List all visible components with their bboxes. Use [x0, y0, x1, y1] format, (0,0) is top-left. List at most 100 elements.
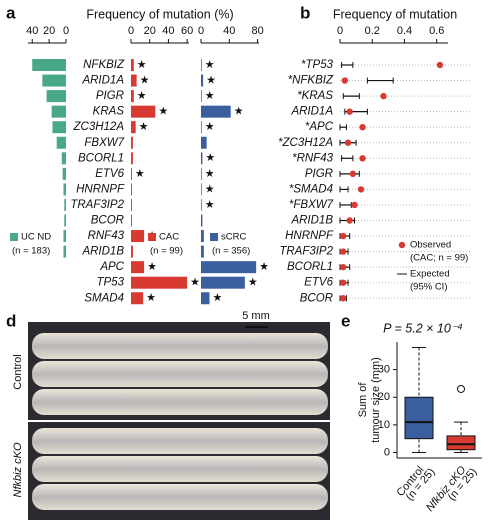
category-label: ZC3H12A: [73, 121, 125, 133]
legend-note: (CAC; n = 99): [410, 253, 468, 264]
bar: [201, 90, 202, 103]
significance-star: ★: [158, 106, 168, 118]
bar: [201, 214, 203, 227]
bar: [63, 183, 66, 196]
observed-dot: [357, 186, 365, 193]
bar: [201, 74, 204, 87]
bar: [56, 136, 66, 149]
bar: [46, 90, 66, 103]
bar: [131, 198, 132, 211]
x-tick-label: 40: [162, 25, 174, 37]
legend-note: (n = 356): [212, 246, 250, 257]
observed-dot: [346, 217, 353, 224]
category-label: TP53: [97, 277, 125, 289]
significance-star: ★: [190, 277, 200, 289]
category-label: BCOR: [91, 215, 124, 227]
category-label: *SMAD4: [289, 183, 333, 195]
box: [446, 435, 476, 451]
observed-dot: [340, 263, 347, 271]
bar: [201, 167, 202, 180]
significance-star: ★: [135, 168, 145, 180]
observed-dot: [344, 139, 352, 146]
observed-dot: [346, 108, 353, 115]
bar: [131, 245, 133, 258]
category-label: *KRAS: [297, 90, 333, 102]
x-tick-label: 80: [251, 25, 263, 37]
bar: [131, 121, 136, 134]
category-label: ETV6: [304, 277, 333, 289]
x-tick-label: 20: [144, 25, 156, 37]
bar: [63, 245, 66, 258]
category-label: FBXW7: [84, 137, 124, 149]
panel-label: e: [341, 311, 350, 330]
x-tick-label: 60: [181, 25, 193, 37]
legend-note: (95% CI): [410, 282, 447, 293]
intestine: [32, 389, 328, 415]
bar: [131, 152, 133, 165]
bar: [201, 105, 231, 118]
x-tick-label: 0: [128, 25, 134, 37]
category-label: APC: [99, 261, 124, 273]
observed-dot: [340, 279, 347, 286]
photo-row-label: Control: [12, 354, 24, 389]
significance-star: ★: [140, 74, 150, 86]
significance-star: ★: [205, 168, 215, 180]
significance-star: ★: [137, 90, 147, 102]
y-tick-label: 20: [378, 391, 390, 403]
significance-star: ★: [259, 261, 269, 273]
category-label: NFKBIZ: [83, 59, 125, 71]
category-label: TRAF3IP2: [279, 246, 333, 258]
y-axis-label: tumour size (mm): [370, 357, 382, 443]
x-tick-label: 0.2: [365, 25, 380, 37]
significance-star: ★: [139, 121, 149, 133]
outlier: [457, 384, 465, 393]
significance-star: ★: [248, 277, 258, 289]
bar: [201, 276, 245, 289]
category-label: *NFKBIZ: [288, 75, 334, 87]
x-tick-label: 0: [337, 25, 343, 37]
box: [404, 396, 434, 440]
legend-label: CAC: [159, 232, 179, 243]
category-label: *RNF43: [292, 152, 334, 164]
category-label: *TP53: [301, 59, 334, 71]
category-label: BCORL1: [287, 261, 333, 273]
bar: [201, 292, 210, 305]
y-axis-label: Sum of: [357, 382, 369, 418]
bar: [63, 230, 66, 243]
intestine: [32, 333, 328, 359]
y-tick-label: 0: [384, 446, 390, 458]
panel-label: b: [300, 3, 310, 22]
significance-star: ★: [234, 106, 244, 118]
category-label: BCORL1: [78, 152, 124, 164]
category-label: PIGR: [96, 90, 124, 102]
bar: [201, 59, 202, 71]
chart-title: P = 5.2 × 10⁻⁴: [383, 321, 463, 335]
legend-swatch: [210, 233, 218, 241]
bar: [131, 90, 134, 103]
significance-star: ★: [205, 90, 215, 102]
significance-star: ★: [212, 292, 222, 304]
significance-star: ★: [205, 152, 215, 164]
bar: [131, 167, 132, 180]
category-label: HNRNPF: [285, 230, 334, 242]
legend-label: Observed: [410, 240, 451, 251]
bar: [131, 230, 145, 243]
category-label: KRAS: [93, 106, 125, 118]
significance-star: ★: [205, 183, 215, 195]
significance-star: ★: [205, 121, 215, 133]
observed-dot: [340, 232, 347, 240]
bar: [131, 183, 132, 196]
bar: [131, 59, 134, 71]
bar: [201, 152, 203, 165]
category-label: TRAF3IP2: [70, 199, 124, 211]
photo: 5 mm Control Nfkbiz cKO: [12, 310, 330, 520]
observed-dot: [349, 170, 357, 178]
observed-dot: [341, 77, 349, 84]
bar: [131, 276, 188, 289]
bar: [52, 121, 66, 134]
panel-label: d: [6, 311, 16, 330]
legend-swatch: [148, 233, 156, 241]
category-label: *ZC3H12A: [278, 137, 333, 149]
intestine: [32, 484, 328, 510]
